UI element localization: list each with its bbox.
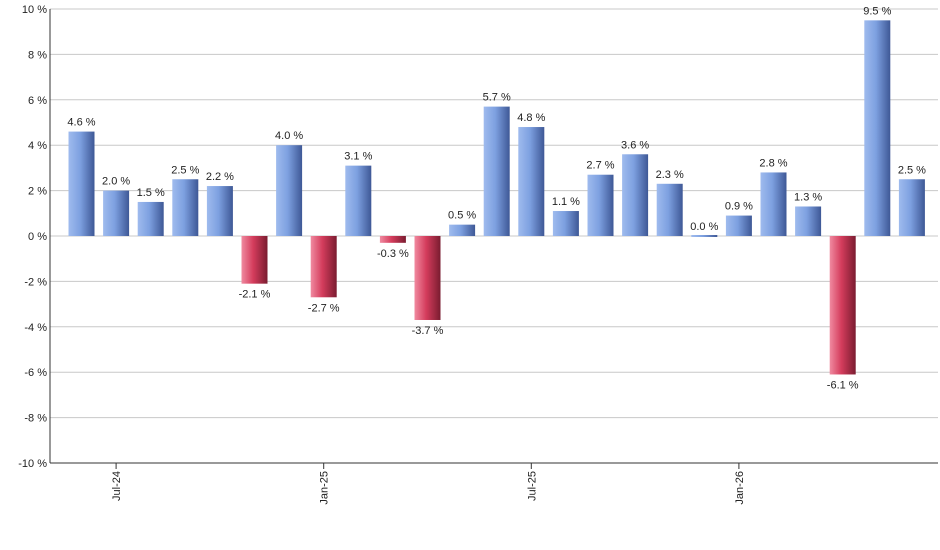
bar-positive bbox=[622, 154, 649, 236]
x-tick-label: Jul-25 bbox=[526, 471, 538, 501]
data-label: 2.5 % bbox=[898, 164, 926, 176]
bar-negative bbox=[414, 236, 441, 320]
bar-positive bbox=[68, 131, 95, 236]
y-tick-label: 2 % bbox=[28, 186, 47, 198]
bar-positive bbox=[449, 224, 476, 236]
data-label: 4.0 % bbox=[275, 130, 303, 142]
data-label: 4.6 % bbox=[67, 117, 95, 129]
data-label: 2.5 % bbox=[171, 164, 199, 176]
data-label: 9.5 % bbox=[863, 5, 891, 17]
bar-positive bbox=[795, 206, 822, 236]
bar-positive bbox=[725, 215, 752, 236]
data-label: 2.2 % bbox=[206, 171, 234, 183]
bars bbox=[68, 20, 925, 375]
bar-positive bbox=[864, 20, 891, 236]
data-label: -6.1 % bbox=[827, 379, 859, 391]
data-label: 1.1 % bbox=[552, 196, 580, 208]
bar-negative bbox=[310, 236, 337, 298]
bar-negative bbox=[829, 236, 856, 375]
bar-positive bbox=[172, 179, 199, 236]
y-tick-label: -2 % bbox=[24, 276, 47, 288]
y-tick-label: 4 % bbox=[28, 140, 47, 152]
data-label: 3.1 % bbox=[344, 151, 372, 163]
data-label: 2.3 % bbox=[656, 169, 684, 181]
data-label: 1.5 % bbox=[137, 187, 165, 199]
y-tick-label: 8 % bbox=[28, 49, 47, 61]
x-axis: Jul-24 Jan-25 Jul-25 Jan-26 bbox=[50, 462, 938, 505]
data-label: -2.1 % bbox=[239, 289, 271, 301]
bar-positive bbox=[483, 106, 510, 236]
bar-negative bbox=[379, 236, 406, 243]
bar-positive bbox=[691, 235, 718, 237]
y-tick-label: 6 % bbox=[28, 95, 47, 107]
data-label: 2.8 % bbox=[759, 157, 787, 169]
data-label: -3.7 % bbox=[412, 325, 444, 337]
y-tick-label: 10 % bbox=[22, 4, 47, 16]
y-tick-label: -6 % bbox=[24, 367, 47, 379]
y-axis: 10 % 8 % 6 % 4 % 2 % 0 % -2 % -4 % -6 % -8 % -10 % bbox=[18, 4, 51, 470]
y-tick-label: 0 % bbox=[28, 231, 47, 243]
x-tick-label: Jul-24 bbox=[111, 471, 123, 501]
data-label: 1.3 % bbox=[794, 191, 822, 203]
y-tick-label: -8 % bbox=[24, 413, 47, 425]
bar-positive bbox=[518, 127, 545, 236]
y-tick-label: -10 % bbox=[18, 458, 47, 470]
bar-negative bbox=[241, 236, 268, 284]
data-label: 0.9 % bbox=[725, 201, 753, 213]
data-label: -2.7 % bbox=[308, 302, 340, 314]
bar-positive bbox=[760, 172, 787, 236]
x-tick-label: Jan-26 bbox=[734, 471, 746, 505]
bar-positive bbox=[898, 179, 925, 236]
bar-positive bbox=[206, 186, 233, 236]
x-tick-label: Jan-25 bbox=[319, 471, 331, 505]
bar-positive bbox=[345, 165, 372, 236]
data-label: 2.7 % bbox=[586, 160, 614, 172]
bar-positive bbox=[552, 211, 579, 236]
y-tick-label: -4 % bbox=[24, 322, 47, 334]
data-label: 3.6 % bbox=[621, 139, 649, 151]
data-labels: 4.6 % 2.0 % 1.5 % 2.5 % 2.2 % -2.1 % 4.0 % -2.7… bbox=[67, 5, 926, 391]
data-label: 0.5 % bbox=[448, 210, 476, 222]
data-label: 4.8 % bbox=[517, 112, 545, 124]
data-label: 5.7 % bbox=[483, 92, 511, 104]
data-label: -0.3 % bbox=[377, 248, 409, 260]
bar-positive bbox=[137, 201, 164, 236]
bar-positive bbox=[587, 174, 614, 236]
data-label: 2.0 % bbox=[102, 176, 130, 188]
data-label: 0.0 % bbox=[690, 221, 718, 233]
bar-positive bbox=[656, 183, 683, 236]
bar-positive bbox=[103, 190, 130, 236]
bar-positive bbox=[276, 145, 303, 236]
